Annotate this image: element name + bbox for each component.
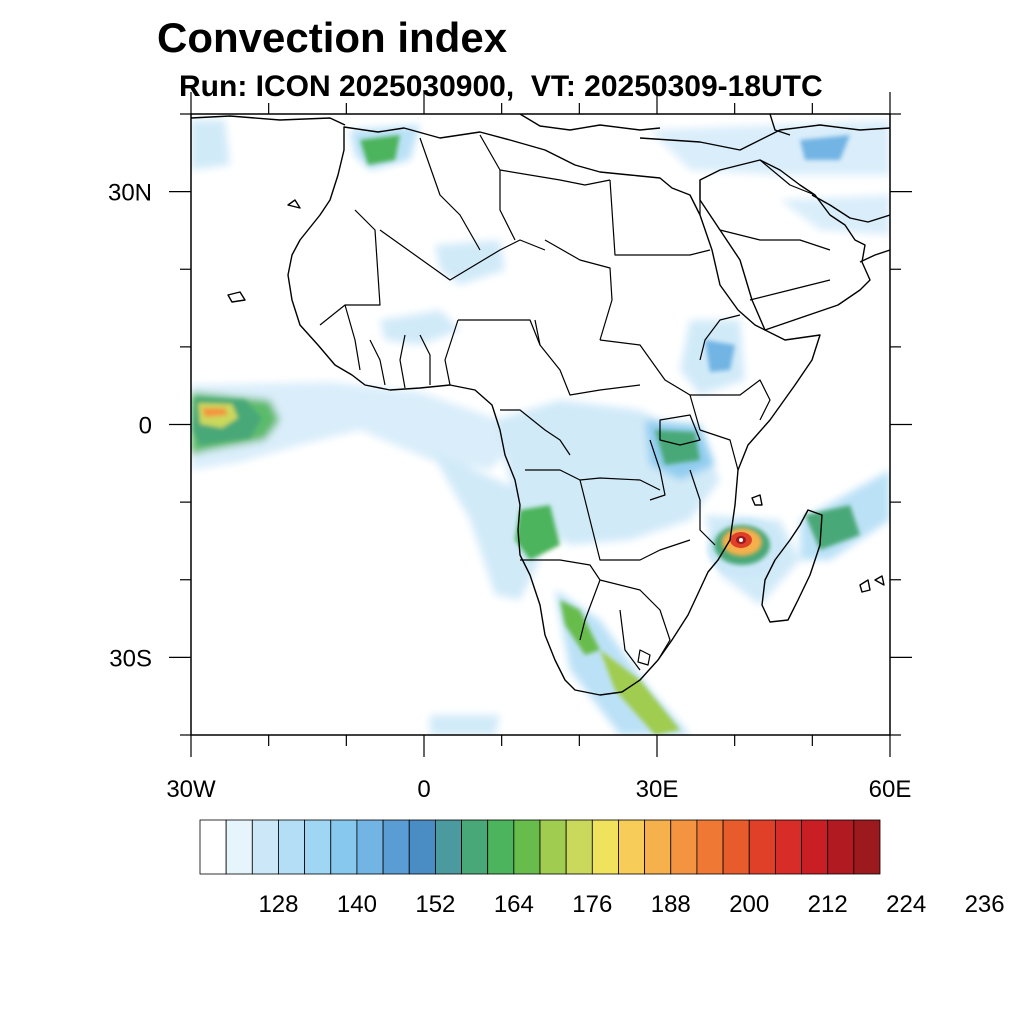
colorbar-swatch	[330, 819, 358, 875]
lat-tick-label: 30N	[108, 180, 152, 207]
colorbar-swatch	[853, 819, 881, 875]
chart-title: Convection index	[157, 14, 508, 61]
lon-tick-label: 30E	[636, 776, 679, 803]
colorbar-swatch	[513, 819, 541, 875]
colorbar-swatch	[722, 819, 750, 875]
colorbar-label: 200	[729, 891, 769, 918]
colorbar	[199, 819, 881, 875]
chart-subtitle: Run: ICON 2025030900, VT: 20250309-18UTC	[179, 70, 823, 103]
country-borders	[319, 134, 831, 671]
lat-tick-label: 0	[139, 413, 152, 440]
colorbar-swatch	[539, 819, 567, 875]
colorbar-swatch	[278, 819, 306, 875]
colorbar-swatch	[591, 819, 619, 875]
colorbar-label: 164	[494, 891, 534, 918]
lon-tick-label: 30W	[166, 776, 216, 803]
map-plot-area	[191, 114, 890, 735]
colorbar-swatch	[774, 819, 802, 875]
convection-field	[191, 120, 890, 735]
colorbar-swatch	[304, 819, 332, 875]
colorbar-swatch	[225, 819, 253, 875]
colorbar-label: 176	[572, 891, 612, 918]
colorbar-swatch	[461, 819, 489, 875]
colorbar-swatch	[670, 819, 698, 875]
colorbar-swatch	[487, 819, 515, 875]
colorbar-swatch	[565, 819, 593, 875]
colorbar-swatch	[827, 819, 855, 875]
colorbar-label: 152	[415, 891, 455, 918]
colorbar-swatch	[801, 819, 829, 875]
lon-tick-label: 0	[417, 776, 430, 803]
colorbar-label: 188	[651, 891, 691, 918]
colorbar-swatch	[618, 819, 646, 875]
coastlines	[191, 114, 890, 696]
colorbar-swatch	[748, 819, 776, 875]
lon-tick-label: 60E	[869, 776, 912, 803]
colorbar-label: 224	[886, 891, 926, 918]
colorbar-label: 128	[258, 891, 298, 918]
colorbar-swatch	[644, 819, 672, 875]
lat-tick-label: 30S	[109, 645, 152, 672]
colorbar-swatch	[408, 819, 436, 875]
colorbar-labels: 128 140 152 164 176 188 200 212 224 236	[258, 891, 1004, 918]
colorbar-label: 212	[808, 891, 848, 918]
colorbar-swatch	[199, 819, 227, 875]
colorbar-swatch	[382, 819, 410, 875]
colorbar-swatch	[696, 819, 724, 875]
colorbar-swatch	[251, 819, 279, 875]
cyclone-feature	[707, 518, 783, 578]
colorbar-label: 236	[965, 891, 1005, 918]
colorbar-label: 140	[337, 891, 377, 918]
colorbar-swatch	[434, 819, 462, 875]
axis-ticks	[169, 92, 912, 757]
axis-tick-labels: 30N 0 30S 30W 0 30E 60E	[108, 180, 911, 803]
colorbar-swatch	[356, 819, 384, 875]
